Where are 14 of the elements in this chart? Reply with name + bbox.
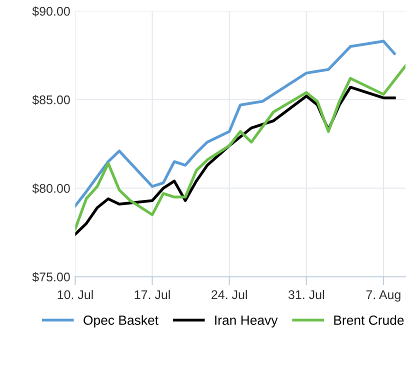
y-tick-label: $75.00: [32, 272, 70, 282]
x-tick-label: 17. Jul: [134, 290, 170, 300]
legend-label: Iran Heavy: [215, 316, 278, 328]
legend-label: Opec Basket: [84, 315, 158, 328]
y-tick-label: $85.00: [32, 94, 70, 106]
x-tick-label: 7. Aug: [366, 290, 400, 302]
x-tick-label: 31. Jul: [288, 290, 324, 300]
x-tick-label: 10. Jul: [58, 290, 93, 300]
y-tick-label: $90.00: [32, 6, 70, 16]
legend-label: Brent Crude: [334, 315, 404, 325]
line-series: [75, 40, 396, 208]
y-tick-label: $80.00: [32, 183, 70, 194]
x-tick-label: 24. Jul: [212, 290, 247, 300]
line-series: [75, 64, 406, 230]
